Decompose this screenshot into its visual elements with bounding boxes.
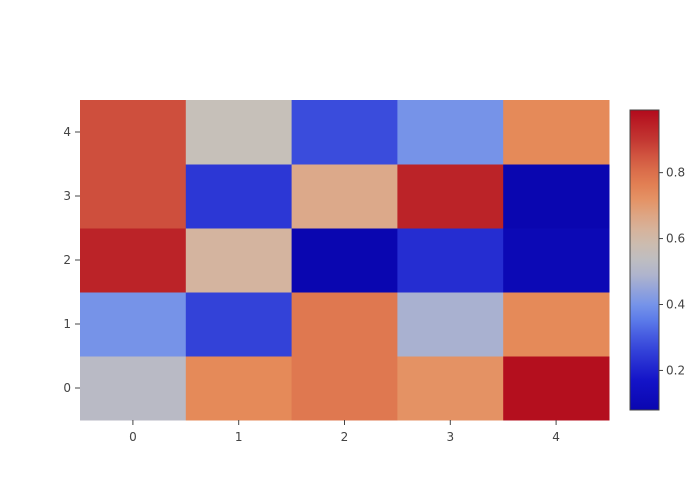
heatmap-cell-x0-y1 bbox=[80, 292, 187, 357]
y-axis: 0 1 2 3 4 bbox=[63, 125, 80, 395]
x-tick-label: 0 bbox=[129, 430, 137, 444]
heatmap-cell-x4-y2 bbox=[503, 228, 610, 293]
heatmap-cell-x3-y3 bbox=[397, 164, 504, 229]
colorbar-gradient bbox=[629, 109, 660, 411]
colorbar: 0.2 0.4 0.6 0.8 bbox=[629, 109, 685, 411]
x-tick-label: 2 bbox=[341, 430, 349, 444]
heatmap-cell-x2-y1 bbox=[291, 292, 398, 357]
y-tick-label: 4 bbox=[63, 125, 71, 139]
heatmap-cell-x0-y4 bbox=[80, 100, 187, 165]
y-tick-label: 2 bbox=[63, 253, 71, 267]
heatmap-cell-x1-y4 bbox=[185, 100, 293, 165]
colorbar-tick-label: 0.6 bbox=[666, 232, 685, 246]
x-tick-label: 4 bbox=[552, 430, 560, 444]
heatmap-cell-x0-y0 bbox=[80, 356, 187, 421]
heatmap-cell-x3-y2 bbox=[397, 228, 504, 293]
heatmap-cell-x3-y1 bbox=[397, 292, 504, 357]
heatmap-cell-x1-y0 bbox=[185, 356, 293, 421]
heatmap-cell-x2-y3 bbox=[291, 164, 398, 229]
heatmap-cell-x4-y4 bbox=[503, 100, 610, 165]
y-tick-label: 0 bbox=[63, 381, 71, 395]
heatmap-cell-x1-y3 bbox=[185, 164, 293, 229]
heatmap-cell-x2-y2 bbox=[291, 228, 398, 293]
colorbar-tick-label: 0.2 bbox=[666, 363, 685, 377]
heatmap-cell-x3-y0 bbox=[397, 356, 504, 421]
y-tick-label: 3 bbox=[63, 189, 71, 203]
colorbar-tick-label: 0.8 bbox=[666, 166, 685, 180]
heatmap-cell-x0-y3 bbox=[80, 164, 187, 229]
x-tick-label: 1 bbox=[235, 430, 243, 444]
heatmap-cell-x1-y2 bbox=[185, 228, 293, 293]
plot-area bbox=[80, 100, 610, 421]
heatmap-cell-x3-y4 bbox=[397, 100, 504, 165]
heatmap-cell-x4-y1 bbox=[503, 292, 610, 357]
heatmap-cell-x4-y0 bbox=[503, 356, 610, 421]
heatmap-cell-x1-y1 bbox=[185, 292, 293, 357]
x-axis: 0 1 2 3 4 bbox=[129, 420, 560, 444]
x-tick-label: 3 bbox=[446, 430, 454, 444]
colorbar-tick-label: 0.4 bbox=[666, 298, 685, 312]
y-tick-label: 1 bbox=[63, 317, 71, 331]
heatmap-cell-x2-y0 bbox=[291, 356, 398, 421]
heatmap-cell-x2-y4 bbox=[291, 100, 398, 165]
heatmap-cell-x0-y2 bbox=[80, 228, 187, 293]
heatmap-cell-x4-y3 bbox=[503, 164, 610, 229]
